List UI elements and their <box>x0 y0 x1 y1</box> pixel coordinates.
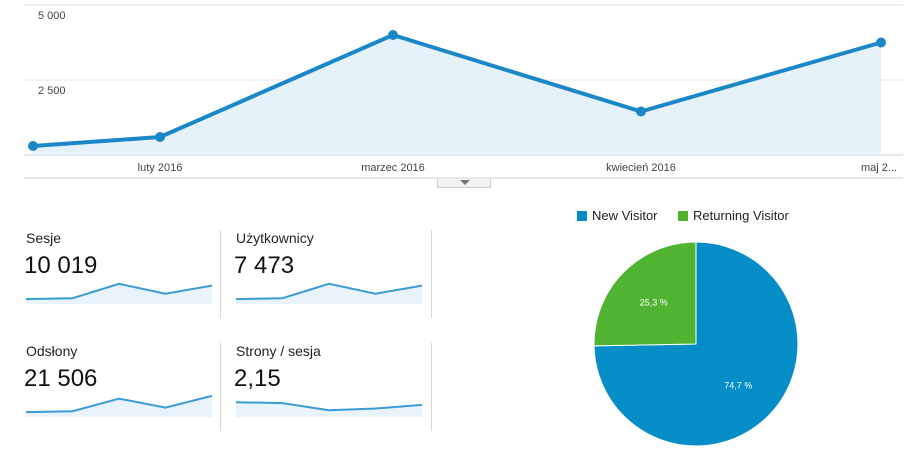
x-tick-label: maj 2... <box>861 162 897 174</box>
divider <box>220 343 221 431</box>
x-tick-label: luty 2016 <box>138 162 183 174</box>
x-tick-label: kwiecień 2016 <box>606 162 676 174</box>
data-point[interactable] <box>876 37 886 48</box>
pie-slice-label: 74,7 % <box>724 380 752 390</box>
metric-label: Odsłony <box>26 343 78 359</box>
sessions-line-chart: 5 000 2 500 luty 2016 marzec 2016 kwieci… <box>24 4 903 179</box>
chevron-down-icon <box>460 180 470 185</box>
legend-swatch <box>577 211 587 221</box>
data-point[interactable] <box>636 106 646 117</box>
pie-slice-returning-visitor[interactable] <box>593 241 697 347</box>
sparkline-line <box>26 394 212 414</box>
sparkline-area <box>236 402 422 417</box>
metric-value: 7 473 <box>234 252 295 279</box>
y-tick-label: 5 000 <box>38 10 66 22</box>
data-point[interactable] <box>28 141 38 151</box>
metric-value: 21 506 <box>24 365 98 392</box>
metric-value: 2,15 <box>234 365 281 392</box>
divider <box>220 230 221 318</box>
sparkline <box>26 394 212 417</box>
pie-slice-label: 25,3 % <box>640 298 668 308</box>
legend-returning-visitor[interactable]: Returning Visitor <box>678 208 789 223</box>
sparkline-area <box>236 283 422 304</box>
legend-label: New Visitor <box>592 208 658 223</box>
visitor-pie-chart: 74,7 % 25,3 % <box>593 241 799 447</box>
data-point[interactable] <box>388 30 398 40</box>
sparkline <box>236 401 422 417</box>
metric-pageviews[interactable]: Odsłony 21 506 <box>24 343 221 431</box>
metric-value: 10 019 <box>24 252 98 279</box>
collapse-chart-toggle[interactable] <box>437 179 491 188</box>
sparkline-line <box>236 282 422 301</box>
legend-new-visitor[interactable]: New Visitor <box>577 208 658 223</box>
metric-label: Strony / sesja <box>236 343 321 359</box>
legend-swatch <box>678 211 688 221</box>
divider <box>431 230 432 318</box>
divider <box>431 343 432 431</box>
sparkline <box>26 282 212 304</box>
metric-sessions[interactable]: Sesje 10 019 <box>24 230 221 318</box>
sparkline-line <box>236 401 422 412</box>
data-point[interactable] <box>155 132 165 142</box>
metric-pages-per-session[interactable]: Strony / sesja 2,15 <box>234 343 431 431</box>
y-tick-label: 2 500 <box>38 85 66 97</box>
sparkline-line <box>26 282 212 301</box>
metric-users[interactable]: Użytkownicy 7 473 <box>234 230 431 318</box>
x-tick-label: marzec 2016 <box>361 162 425 174</box>
legend-label: Returning Visitor <box>693 208 789 223</box>
sparkline-area <box>26 283 212 304</box>
metric-label: Sesje <box>26 230 62 246</box>
metric-label: Użytkownicy <box>236 230 314 246</box>
sessions-area-fill <box>33 35 881 155</box>
sparkline <box>236 282 422 304</box>
